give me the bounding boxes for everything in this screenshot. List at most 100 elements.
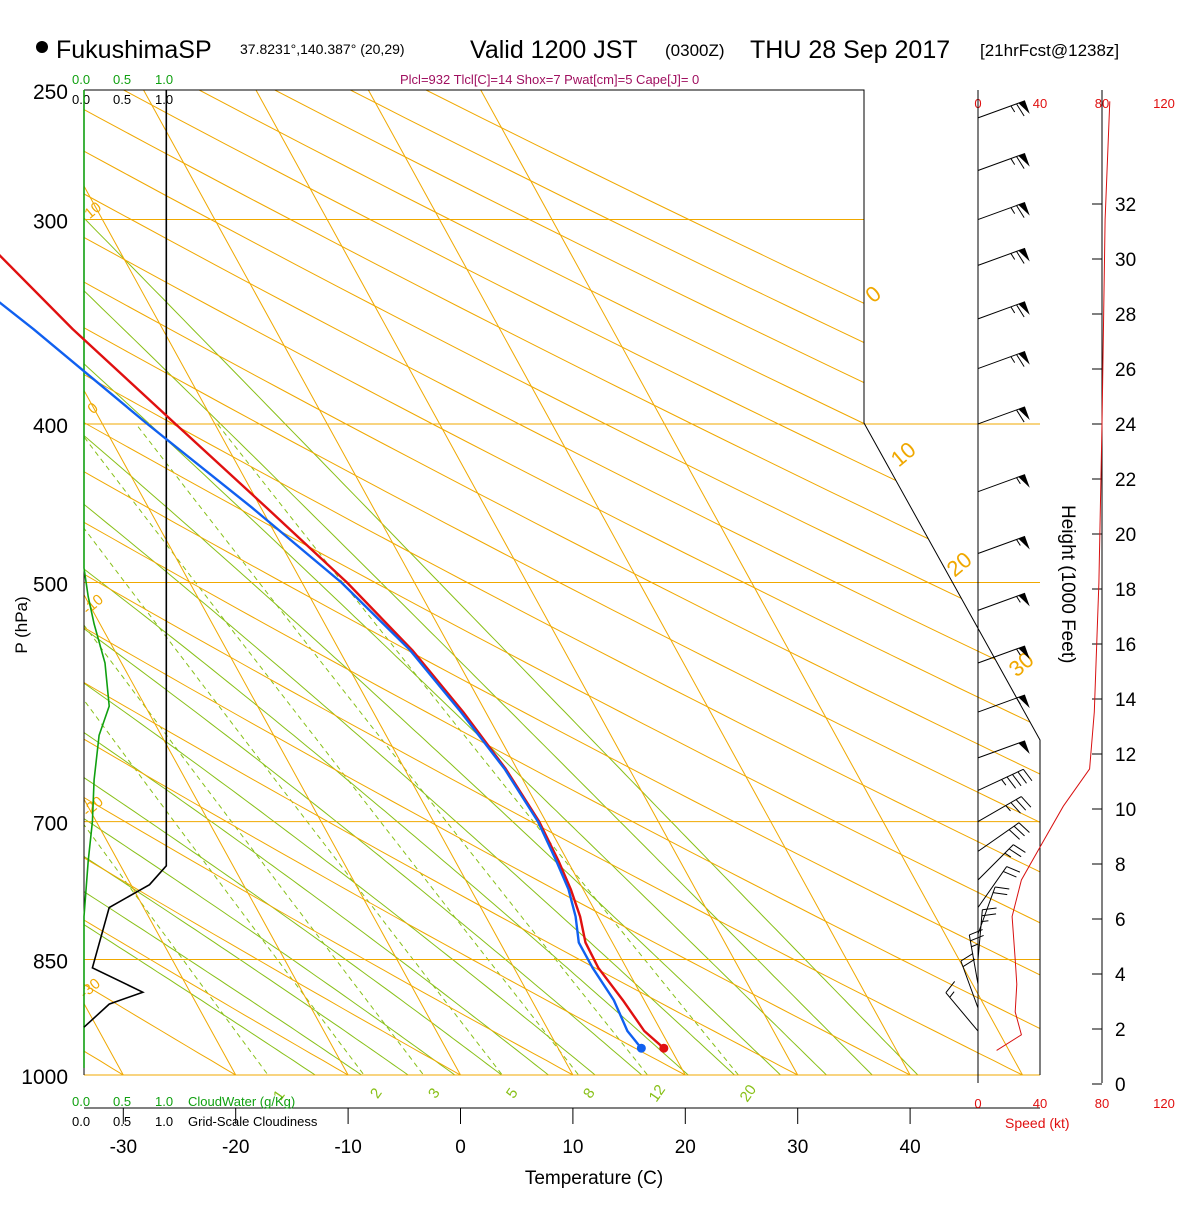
cloudiness-label: Grid-Scale Cloudiness xyxy=(188,1114,318,1129)
valid-time: Valid 1200 JST xyxy=(470,36,638,64)
wind-barb xyxy=(978,741,1030,758)
wind-barb xyxy=(978,302,1030,319)
cloudiness-bottom-tick-2: 1.0 xyxy=(155,1114,173,1129)
dry-adiabats xyxy=(0,61,1200,1110)
pressure-tick-label: 850 xyxy=(33,951,68,974)
height-tick-label: 0 xyxy=(1115,1075,1126,1096)
moist-adiabat-line xyxy=(0,90,952,1110)
wind-panel: 0 40 80 120 0 40 80 120 Speed (kt) Heigh… xyxy=(946,90,1175,1131)
valid-date: THU 28 Sep 2017 xyxy=(750,36,950,64)
mixing-ratio-line xyxy=(217,424,766,1110)
wind-speed-line xyxy=(997,101,1110,1050)
wind-barb xyxy=(978,867,1020,908)
mixing-ratio-label: 20 xyxy=(737,1082,760,1105)
height-tick-label: 4 xyxy=(1115,965,1126,986)
dry-adiabat-line xyxy=(219,61,1200,1110)
wind-barb xyxy=(978,823,1029,852)
dry-adiabat-label: 10 xyxy=(886,437,921,472)
height-tick-label: 26 xyxy=(1115,360,1136,381)
dry-adiabat-label: 0 xyxy=(84,399,101,417)
dry-adiabat-line xyxy=(0,61,1200,1110)
height-tick-label: 16 xyxy=(1115,635,1136,656)
speed-top-tick-1: 40 xyxy=(1033,96,1047,111)
cloudiness-top-tick-1: 0.5 xyxy=(113,92,131,107)
wind-barb xyxy=(978,475,1030,492)
wind-barb xyxy=(978,153,1030,170)
x-tick-label: -10 xyxy=(334,1137,361,1158)
dry-adiabat-line xyxy=(0,61,1200,1110)
speed-bottom-tick-0: 0 xyxy=(974,1096,981,1111)
height-tick-label: 22 xyxy=(1115,470,1136,491)
moist-adiabat-line xyxy=(0,90,907,1110)
x-tick-label: 30 xyxy=(787,1137,808,1158)
station-name: FukushimaSP xyxy=(56,36,212,64)
mixing-ratio-label: 12 xyxy=(646,1082,669,1105)
indices-line: Plcl=932 Tlcl[C]=14 Shox=7 Pwat[cm]=5 Ca… xyxy=(400,72,699,87)
dry-adiabat-line xyxy=(0,61,1200,1110)
height-tick-label: 8 xyxy=(1115,855,1126,876)
height-tick-label: 24 xyxy=(1115,415,1137,436)
isotherm-line xyxy=(0,90,11,1075)
pressure-tick-label: 500 xyxy=(33,574,68,597)
wind-barb xyxy=(978,769,1032,790)
x-tick-label: 10 xyxy=(562,1137,583,1158)
pressure-tick-label: 400 xyxy=(33,415,68,438)
cloud-water-top-tick-1: 0.5 xyxy=(113,72,131,87)
dry-adiabat-label: -30 xyxy=(76,975,104,1002)
moist-adiabat-line xyxy=(0,90,502,1110)
utc-time: (0300Z) xyxy=(665,41,725,60)
speed-top-tick-3: 120 xyxy=(1153,96,1175,111)
dry-adiabat-line xyxy=(0,61,1200,1110)
cloudiness-bottom-tick-1: 0.5 xyxy=(113,1114,131,1129)
wind-barb xyxy=(978,797,1031,822)
temperature-surface-dot xyxy=(659,1044,668,1053)
cloudiness-top-tick-2: 1.0 xyxy=(155,92,173,107)
dry-adiabat-line xyxy=(0,61,751,1110)
sounding-series xyxy=(0,101,668,1052)
pressure-tick-label: 1000 xyxy=(21,1066,68,1089)
dry-adiabat-label: 20 xyxy=(942,547,977,582)
cloudiness-top-tick-0: 0.0 xyxy=(72,92,90,107)
moist-adiabats xyxy=(0,90,952,1110)
height-tick-label: 30 xyxy=(1115,250,1136,271)
forecast-label: [21hrFcst@1238z] xyxy=(980,41,1119,60)
wind-barb xyxy=(969,930,983,985)
height-tick-label: 10 xyxy=(1115,800,1136,821)
height-tick-label: 28 xyxy=(1115,305,1136,326)
dewpoint-surface-dot xyxy=(637,1044,646,1053)
dry-adiabat-line xyxy=(0,61,1200,1110)
wind-barb xyxy=(978,407,1030,424)
dry-adiabat-line xyxy=(70,61,1200,1110)
dry-adiabat-line xyxy=(0,61,1200,1110)
mixing-ratio-line xyxy=(0,424,450,1110)
x-tick-label: -30 xyxy=(110,1137,137,1158)
pressure-tick-label: 700 xyxy=(33,813,68,836)
wind-barb xyxy=(961,953,978,1008)
speed-bottom-tick-3: 120 xyxy=(1153,1096,1175,1111)
pressure-tick-label: 300 xyxy=(33,211,68,234)
dry-adiabat-line xyxy=(0,61,1200,1110)
height-tick-label: 18 xyxy=(1115,580,1136,601)
height-tick-label: 32 xyxy=(1115,195,1136,216)
cloud-water-label: CloudWater (g/Kg) xyxy=(188,1094,295,1109)
wind-barb xyxy=(946,981,978,1031)
station-coords: 37.8231°,140.387° (20,29) xyxy=(240,41,405,57)
speed-bottom-tick-1: 40 xyxy=(1033,1096,1047,1111)
station-dot-icon xyxy=(36,41,48,53)
dry-adiabat-label: -10 xyxy=(79,591,107,618)
dry-adiabat-line xyxy=(0,61,1200,1110)
dry-adiabat-line xyxy=(0,61,1200,1110)
dry-adiabat-line xyxy=(0,61,1200,1110)
speed-bottom-tick-2: 80 xyxy=(1095,1096,1109,1111)
wind-barb xyxy=(978,351,1030,368)
wind-barb xyxy=(978,248,1030,265)
cloud-water-bottom-tick-2: 1.0 xyxy=(155,1094,173,1109)
chart-frame xyxy=(84,90,1040,1124)
dry-adiabat-line xyxy=(144,61,1200,1110)
moist-adiabat-line xyxy=(0,90,547,1110)
wind-barb xyxy=(978,845,1025,880)
mixing-ratio-label: 5 xyxy=(503,1085,522,1102)
moist-adiabat-line xyxy=(0,90,457,1110)
wind-barb xyxy=(978,202,1030,219)
mixing-ratio-line xyxy=(136,424,675,1110)
